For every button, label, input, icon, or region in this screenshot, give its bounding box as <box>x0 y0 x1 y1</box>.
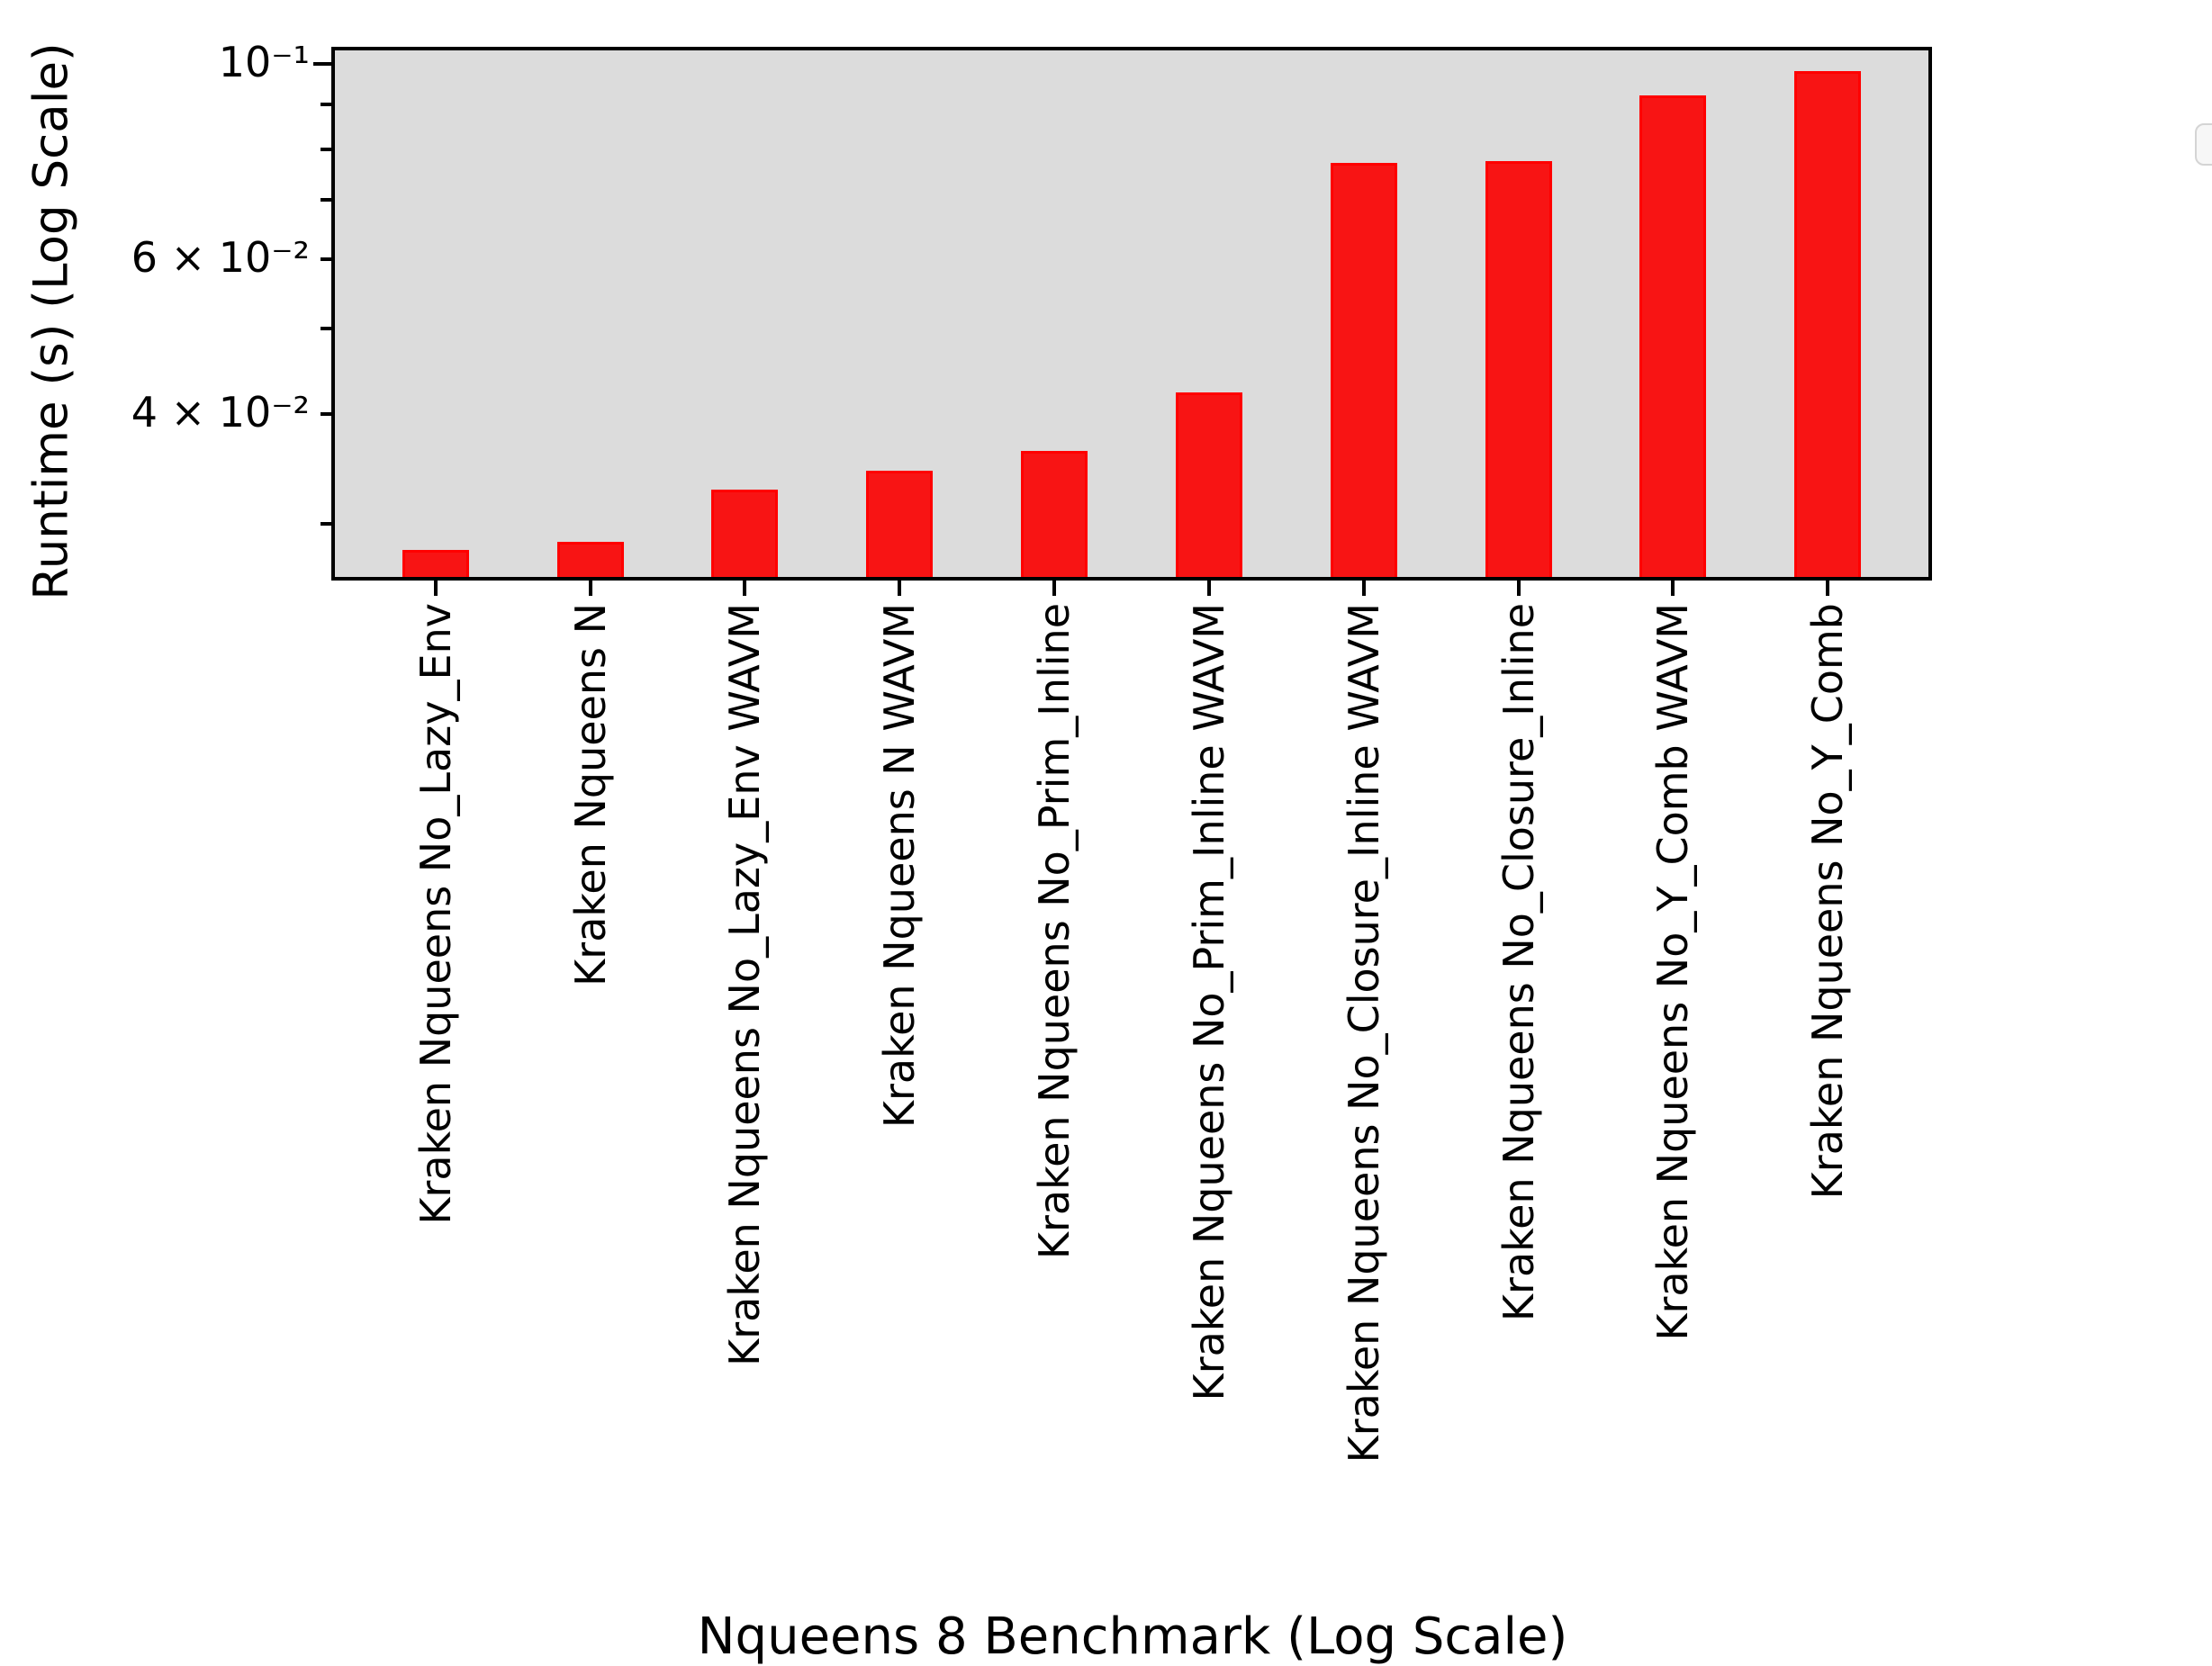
x-tick <box>1052 581 1057 596</box>
x-axis-title: Nqueens 8 Benchmark (Log Scale) <box>697 1607 1568 1666</box>
x-tick <box>433 581 438 596</box>
bar <box>711 490 779 577</box>
x-tick-label: Kraken Nqueens No_Lazy_Env <box>411 603 460 1225</box>
bar <box>1330 163 1397 577</box>
x-tick-label: Kraken Nqueens No_Prim_Inline <box>1030 603 1079 1260</box>
x-tick <box>743 581 747 596</box>
bar <box>1485 160 1552 577</box>
y-tick <box>321 257 331 261</box>
bar <box>1175 392 1242 577</box>
bar <box>1794 71 1862 577</box>
x-tick-label: Kraken Nqueens N WAVM <box>875 603 925 1129</box>
plot-area <box>331 47 2212 581</box>
x-tick <box>1826 581 1830 596</box>
y-tick <box>321 411 331 416</box>
y-tick <box>321 327 331 331</box>
x-tick <box>898 581 902 596</box>
y-tick <box>313 62 331 66</box>
y-tick <box>321 521 331 526</box>
x-tick <box>1361 581 1366 596</box>
x-tick-label: Kraken Nqueens No_Prim_Inline WAVM <box>1184 603 1233 1401</box>
x-tick-label: Kraken Nqueens N <box>565 603 615 986</box>
x-tick-label: Kraken Nqueens No_Closure_Inline <box>1494 603 1543 1322</box>
y-tick-label: 10⁻¹ <box>218 37 310 86</box>
x-tick <box>1516 581 1521 596</box>
y-tick-label: 6 × 10⁻² <box>131 232 310 282</box>
x-tick <box>588 581 592 596</box>
x-tick <box>1206 581 1211 596</box>
y-tick <box>321 198 331 203</box>
x-tick-label: Kraken Nqueens No_Y_Comb <box>1803 603 1853 1200</box>
bar <box>1021 451 1088 577</box>
x-tick-label: Kraken Nqueens No_Y_Comb WAVM <box>1648 603 1698 1341</box>
bar <box>866 470 934 577</box>
bar <box>556 542 624 577</box>
bar <box>402 550 469 577</box>
y-tick <box>321 102 331 106</box>
y-tick-label: 4 × 10⁻² <box>131 387 310 437</box>
y-axis-label: Runtime (s) (Log Scale) <box>23 42 79 600</box>
y-tick <box>321 147 331 151</box>
x-tick <box>1671 581 1675 596</box>
x-tick-label: Kraken Nqueens No_Lazy_Env WAVM <box>720 603 770 1366</box>
bar <box>1639 95 1707 577</box>
x-tick-label: Kraken Nqueens No_Closure_Inline WAVM <box>1339 603 1388 1463</box>
legend-box <box>2195 123 2212 166</box>
